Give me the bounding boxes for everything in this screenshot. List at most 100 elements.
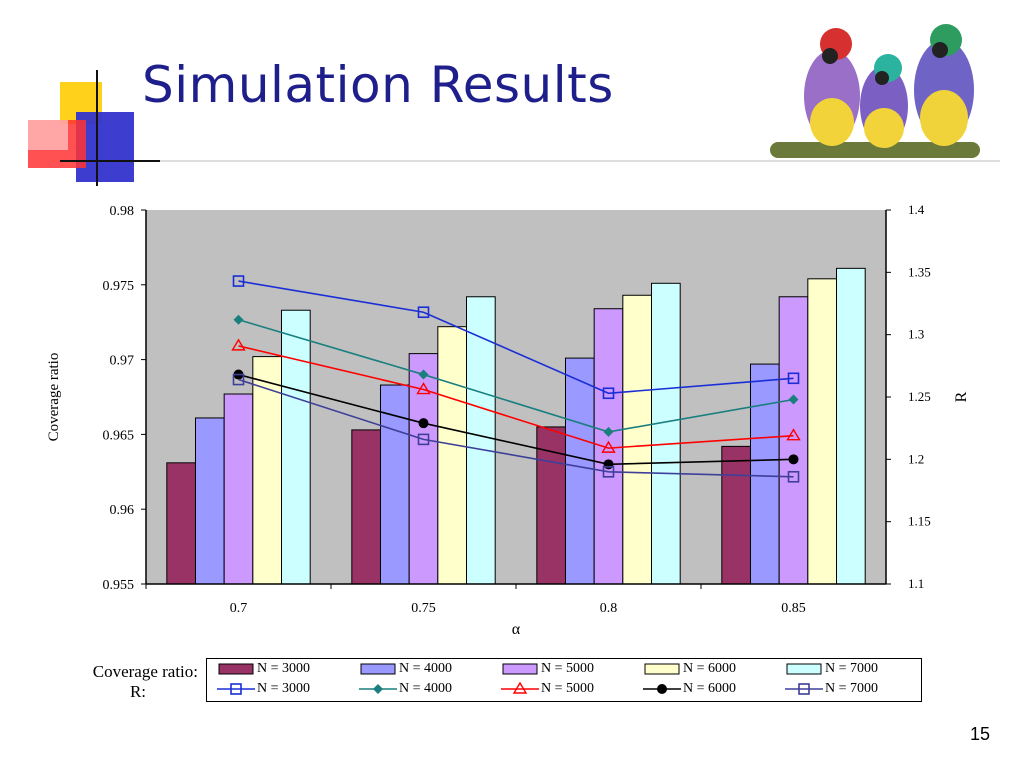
bar-n5000-0.85 [778,296,809,585]
page-number: 15 [969,724,990,744]
chart-legend: N = 3000 N = 4000 N = 5000 N = 6000 N = 7000… [206,658,922,702]
legend-line-3000: N = 3000 [215,681,310,697]
bar-n6000-0.85 [807,278,838,585]
y-tick-label: 0.96 [110,503,135,518]
legend-bar-7000: N = 7000 [783,661,878,677]
legend-bar-3000: N = 3000 [215,661,310,677]
legend-bar-4000: N = 4000 [357,661,452,677]
y2-tick-label: 1.1 [908,576,924,591]
point-r-n3000-0.75 [417,306,430,319]
bar-n5000-0.75 [408,353,439,585]
point-r-n6000-0.75 [418,418,429,429]
y-tick-label: 0.98 [110,204,135,219]
legend-line-6000: N = 6000 [641,681,736,697]
x-axis-label: α [512,621,521,638]
point-r-n7000-0.7 [232,373,245,386]
bar-n7000-0.7 [281,309,311,585]
y-tick-label: 0.965 [103,428,135,443]
bar-n7000-0.85 [836,267,866,585]
legend-label: N = 6000 [683,681,737,697]
birds-illustration [770,24,980,158]
plot-layer: 0.955 0.96 0.965 0.97 0.975 0.98 1.1 1.15 1.2 1.2… [46,202,970,638]
line-r-n4000 [238,318,794,433]
point-r-n5000-0.8 [601,440,616,453]
legend-line-4000: N = 4000 [357,681,452,697]
point-r-n3000-0.85 [787,372,800,385]
legend-swatch [502,663,538,675]
legend-swatch [786,663,822,675]
slide-title: Simulation Results [142,56,614,114]
y2-tick-label: 1.3 [908,327,924,342]
bar-n6000-0.75 [437,326,468,585]
legend-label: N = 5000 [541,681,595,697]
bar-n6000-0.7 [252,356,283,585]
bar-n3000-0.85 [721,445,751,585]
point-r-n5000-0.7 [231,338,246,351]
y-tick-label: 0.975 [103,279,135,294]
bar-n3000-0.7 [166,462,196,585]
bar-n3000-0.75 [351,429,381,585]
legend-line-row-label: R: [129,682,146,701]
legend-marker [512,681,528,694]
point-r-n5000-0.75 [416,382,431,395]
y2-axis-label: R [953,391,970,402]
legend-label: N = 6000 [683,661,737,677]
y2-tick-label: 1.25 [908,389,931,404]
x-tick-label: 0.8 [600,601,618,616]
bar-n7000-0.8 [651,282,681,585]
bar-n7000-0.75 [466,296,496,585]
y-tick-label: 0.97 [110,354,135,369]
bar-n4000-0.85 [749,363,780,585]
legend-marker [657,684,667,694]
x-tick-label: 0.85 [781,601,806,616]
x-tick-label: 0.7 [230,601,248,616]
point-r-n6000-0.85 [788,454,799,465]
point-r-n4000-0.8 [603,426,614,437]
point-r-n6000-0.8 [603,459,614,470]
slide-decoration [28,70,1000,186]
legend-label: N = 4000 [399,661,453,677]
legend-marker [798,683,810,695]
point-r-n4000-0.85 [788,394,799,405]
point-r-n7000-0.85 [787,470,800,483]
legend-label: N = 7000 [825,661,879,677]
point-r-n4000-0.7 [233,314,244,325]
legend-swatch [360,663,396,675]
legend-bar-row-label: Coverage ratio: [92,662,198,681]
bar-n6000-0.8 [622,294,653,585]
point-r-n3000-0.7 [232,275,245,287]
legend-swatch [218,663,254,675]
line-r-n3000 [238,280,794,395]
legend-label: N = 3000 [257,681,311,697]
line-r-n6000 [238,373,794,466]
line-r-n5000 [238,345,794,449]
y-tick-label: 0.955 [103,578,135,593]
bar-n4000-0.7 [194,417,225,585]
bar-n5000-0.8 [593,308,624,585]
bar-n4000-0.8 [564,357,595,585]
x-tick-label: 0.75 [411,601,436,616]
legend-label: N = 3000 [257,661,311,677]
point-r-n3000-0.8 [602,387,615,400]
bar-n3000-0.8 [536,426,566,585]
point-r-n7000-0.8 [602,465,615,478]
y2-tick-label: 1.4 [908,202,925,217]
legend-swatch [644,663,680,675]
point-r-n4000-0.75 [418,369,429,380]
legend-label: N = 5000 [541,661,595,677]
point-r-n7000-0.75 [417,433,430,446]
point-r-n5000-0.85 [786,428,801,441]
legend-marker [230,683,242,695]
legend-label: N = 4000 [399,681,453,697]
y2-tick-label: 1.35 [908,264,931,279]
line-r-n7000 [238,378,794,478]
legend-bar-6000: N = 6000 [641,661,736,677]
bar-n5000-0.7 [223,393,254,585]
y2-tick-label: 1.2 [908,451,924,466]
y-axis-label: Coverage ratio [46,353,62,442]
legend-line-7000: N = 7000 [783,681,878,697]
legend-marker [373,684,383,694]
legend-label: N = 7000 [825,681,879,697]
legend-line-5000: N = 5000 [499,681,594,697]
